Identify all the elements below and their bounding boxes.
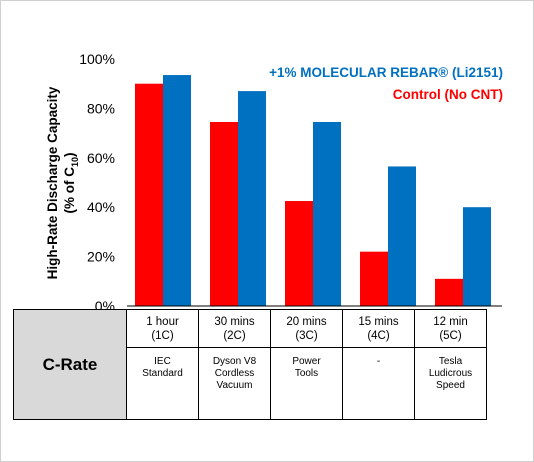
y-axis-label-line2: (% of C10) [62,152,80,213]
bar-group [135,75,491,307]
y-axis-label: High-Rate Discharge Capacity [45,86,60,279]
y-tick-label: 80% [87,100,115,116]
application-cell-5: Tesla Ludicrous Speed [414,347,487,420]
bar-rebar [238,91,266,306]
c-rate-header: C-Rate [13,309,127,420]
bar-rebar [388,166,416,306]
c-rate-table: C-Rate 1 hour (1C) 30 mins (2C) 20 mins … [13,309,487,420]
y-tick-label: 100% [79,51,115,67]
y-axis-label-line1: High-Rate Discharge Capacity [45,86,60,279]
rate-cell-3: 20 mins (3C) [270,309,343,348]
bar-control [210,121,238,306]
rate-cell-4: 15 mins (4C) [342,309,415,348]
y-axis-ticks: 0% 20% 40% 60% 80% 100% [79,51,115,310]
rate-cell-1: 1 hour (1C) [126,309,199,348]
discharge-capacity-chart: 0% 20% 40% 60% 80% 100% High-Rate Discharge C… [45,51,503,310]
y-tick-label: 60% [87,150,115,166]
bar-control [285,201,313,306]
table-row-rates: C-Rate 1 hour (1C) 30 mins (2C) 20 mins … [13,309,487,420]
bar-control [435,278,463,306]
application-cell-3: Power Tools [270,347,343,420]
y-tick-label: 20% [87,249,115,265]
application-cell-2: Dyson V8 Cordless Vacuum [198,347,271,420]
bar-rebar [463,207,491,306]
bar-control [135,83,163,306]
y-tick-label: 40% [87,199,115,215]
bar-rebar [163,75,191,307]
bar-rebar [313,121,341,306]
bar-control [360,251,388,306]
rate-cell-5: 12 min (5C) [414,309,487,348]
application-cell-4: - [342,347,415,420]
y-tick-label: 0% [95,298,115,310]
application-cell-1: IEC Standard [126,347,199,420]
rate-cell-2: 30 mins (2C) [198,309,271,348]
table-row-applications: IEC Standard Dyson V8 Cordless Vacuum Po… [14,347,487,420]
legend-entry-control: Control (No CNT) [393,87,503,102]
legend-entry-rebar: +1% MOLECULAR REBAR® (Li2151) [269,65,503,80]
